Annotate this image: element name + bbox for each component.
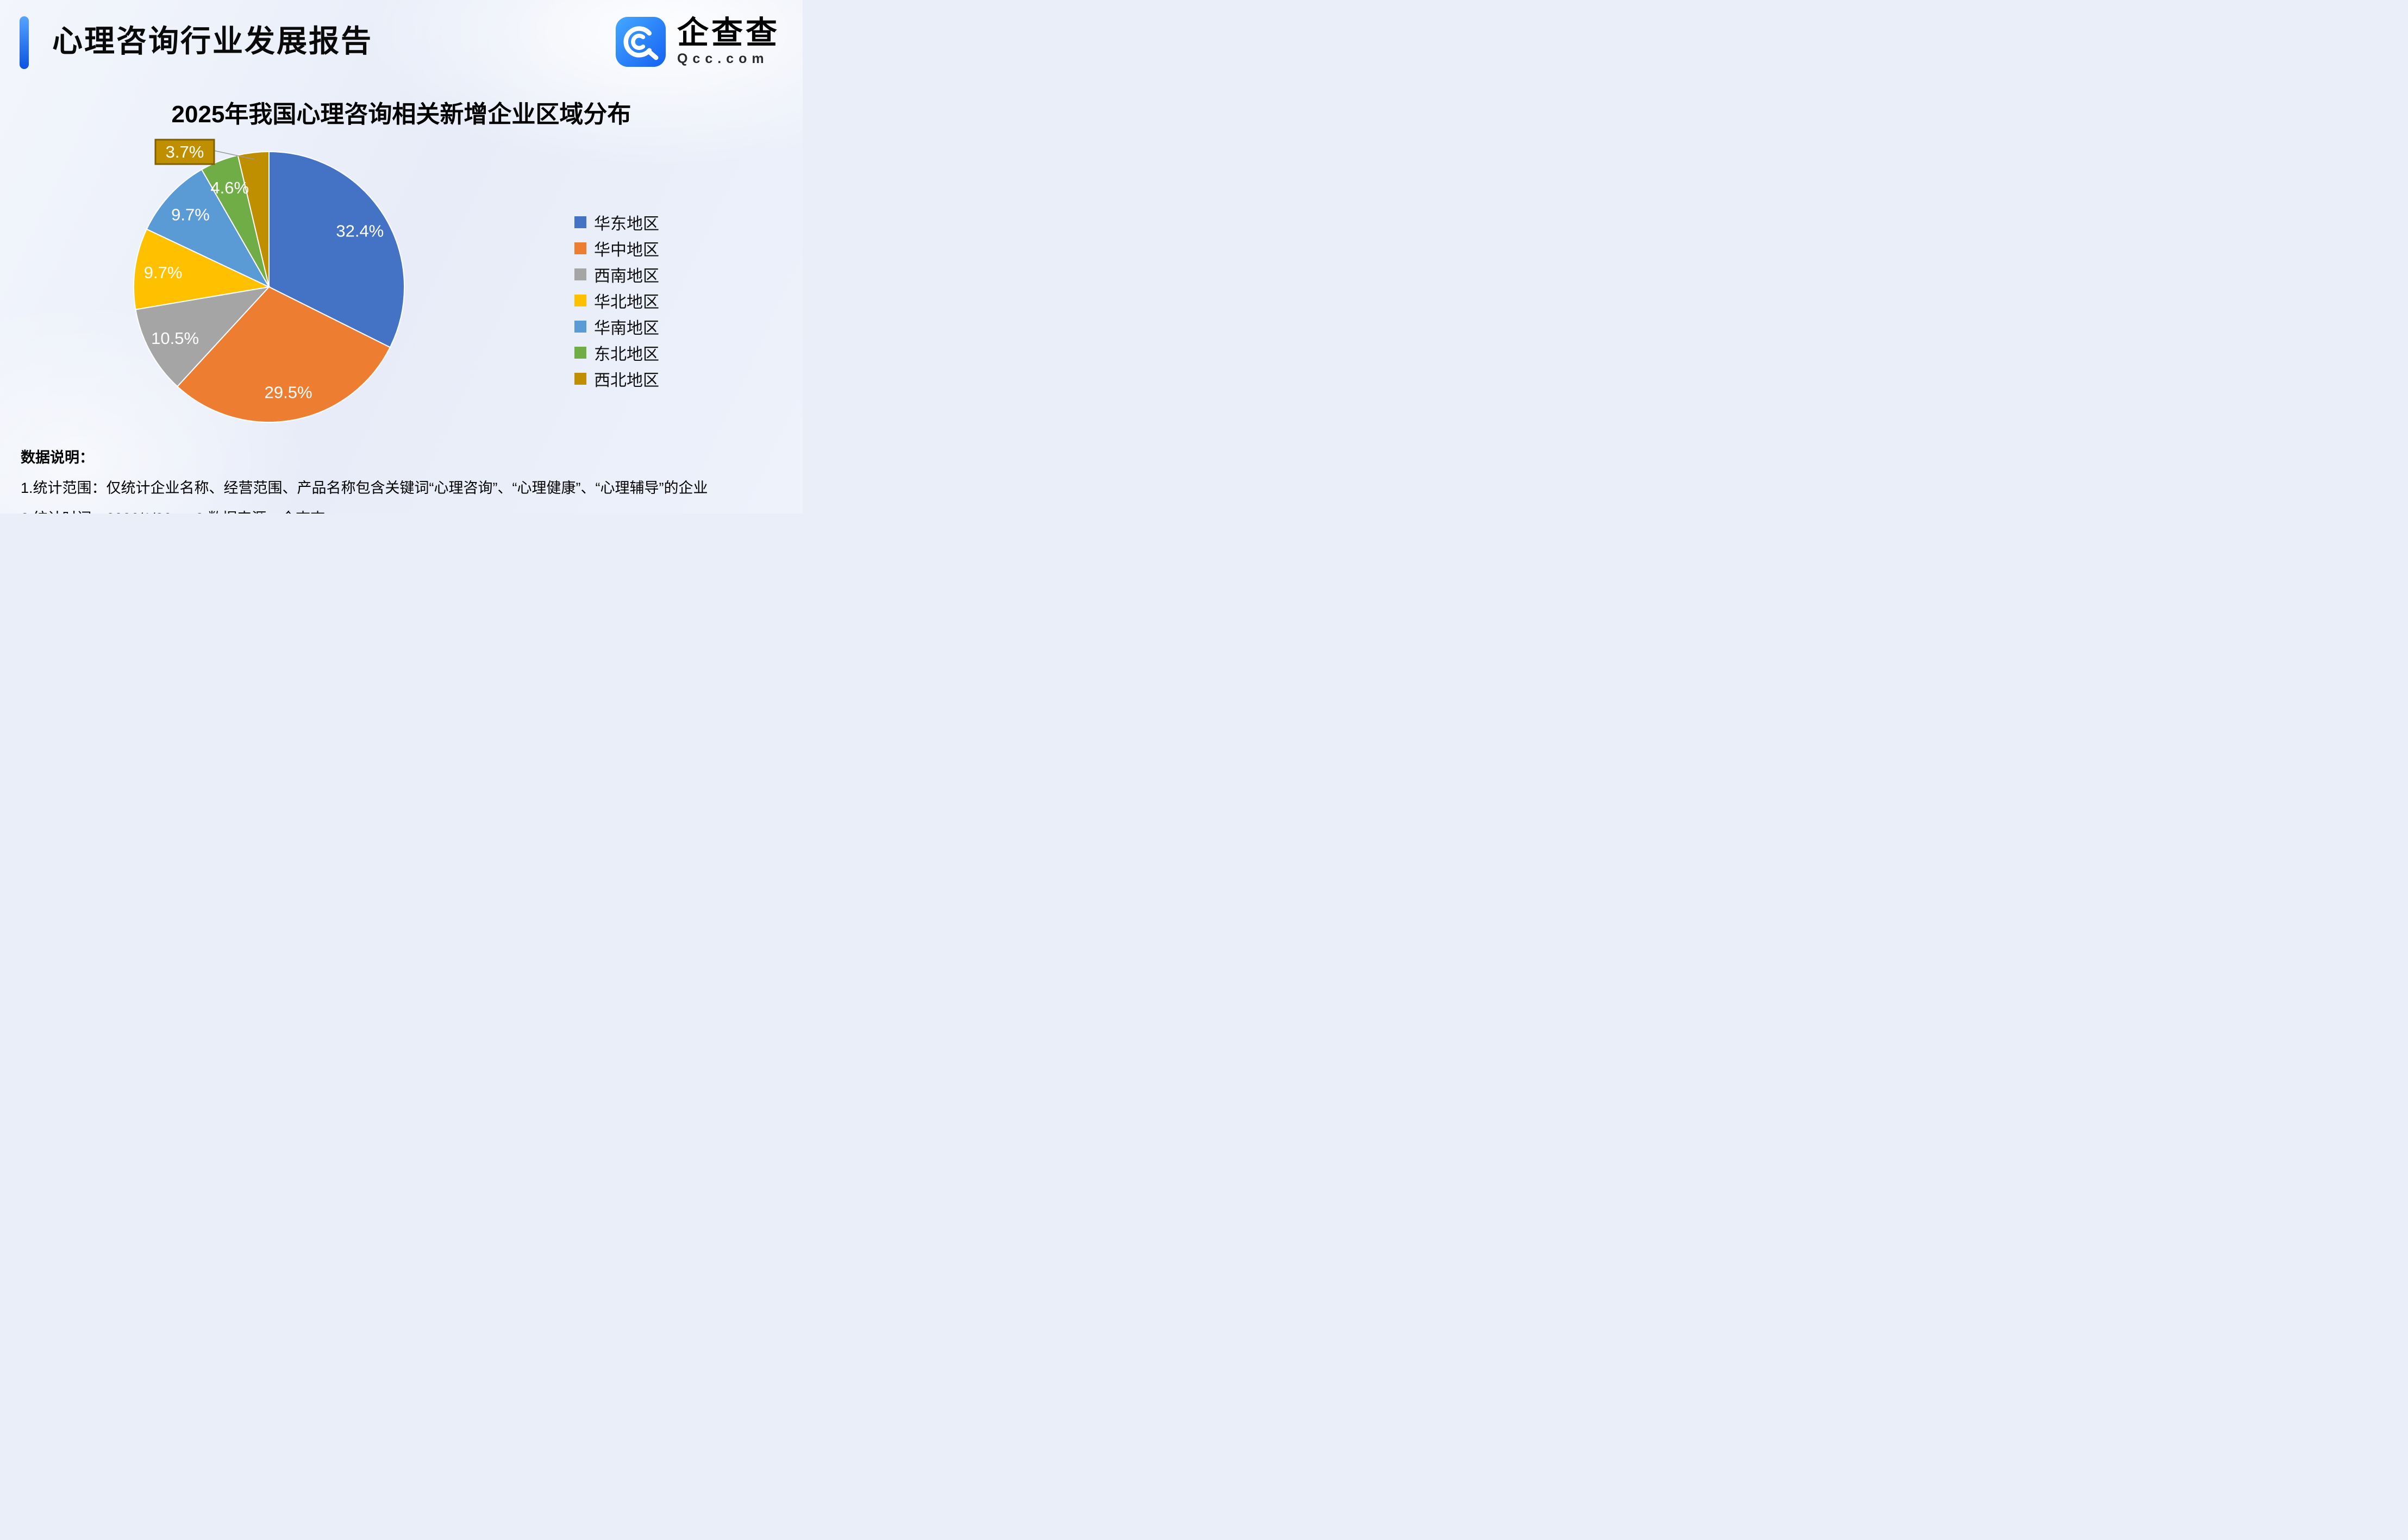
legend-item-5: 东北地区 [574,340,659,366]
slice-label-0: 32.4% [336,222,384,241]
pie-slice-6 [237,151,270,287]
report-page: 心理咨询行业发展报告 企查查 Qcc.com 2025年我国心理咨询相关新增企业… [0,0,803,514]
legend-label: 华中地区 [594,241,659,259]
legend-item-4: 华南地区 [574,314,659,340]
callout-label: 3.7% [166,142,204,161]
slice-label-5: 4.6% [210,178,249,197]
notes-scope: 1.统计范围：仅统计企业名称、经营范围、产品名称包含关键词“心理咨询”、“心理健… [21,480,708,496]
pie-slice-1 [176,286,391,423]
notes-time: 2.统计时间：2026/1/26 [21,510,172,514]
logo-name: 企查查 [677,15,780,51]
pie-slice-4 [146,168,271,289]
legend-label: 华东地区 [594,215,659,233]
legend: 华东地区华中地区西南地区华北地区华南地区东北地区西北地区 [574,209,659,392]
pie-slice-0 [268,151,405,348]
legend-swatch [574,216,586,228]
legend-item-6: 西北地区 [574,366,659,392]
legend-swatch [574,373,586,385]
pie-slice-2 [135,286,271,387]
data-notes: 数据说明： 1.统计范围：仅统计企业名称、经营范围、产品名称包含关键词“心理咨询… [21,446,708,514]
legend-item-3: 华北地区 [574,287,659,314]
slice-label-3: 9.7% [144,263,183,282]
chart-title: 2025年我国心理咨询相关新增企业区域分布 [171,101,631,128]
pie-slice-3 [133,228,271,310]
legend-swatch [574,268,586,280]
legend-item-0: 华东地区 [574,209,659,235]
slice-label-4: 9.7% [171,205,210,224]
notes-heading: 数据说明： [21,449,94,466]
qcc-logo: 企查查 Qcc.com [615,16,780,67]
logo-domain: Qcc.com [677,51,769,67]
legend-label: 东北地区 [594,346,659,364]
slice-label-1: 29.5% [265,383,312,402]
legend-label: 西北地区 [594,372,659,390]
legend-label: 西南地区 [594,267,659,285]
title-accent-bar [20,16,29,69]
legend-swatch [574,321,586,333]
callout-box [154,139,215,165]
notes-source: 3.数据来源：企查查 [196,510,326,514]
slice-label-2: 10.5% [151,329,199,348]
pie-chart: 32.4%29.5%10.5%9.7%9.7%4.6%3.7% [133,139,405,423]
legend-item-2: 西南地区 [574,261,659,287]
callout-leader-line [213,150,254,160]
notes-meta: 2.统计时间：2026/1/26 3.数据来源：企查查 [21,506,708,514]
legend-label: 华北地区 [594,293,659,311]
logo-text: 企查查 Qcc.com [677,15,780,67]
legend-item-1: 华中地区 [574,235,659,261]
qcc-magnifier-icon [615,16,666,67]
page-title: 心理咨询行业发展报告 [52,24,373,58]
legend-swatch [574,242,586,254]
legend-swatch [574,347,586,359]
legend-swatch [574,295,586,306]
legend-label: 华南地区 [594,320,659,337]
